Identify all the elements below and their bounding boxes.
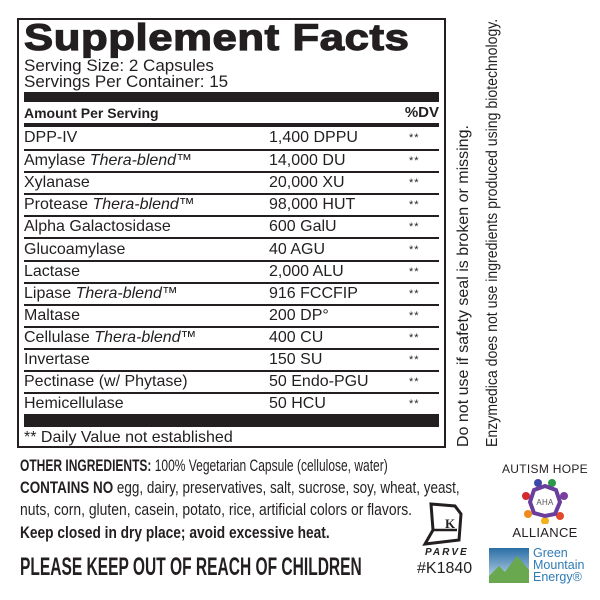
ingredient-dv: ** bbox=[409, 353, 420, 366]
ingredient-dv: ** bbox=[409, 243, 420, 256]
ingredient-amount: 50 Endo-PGU bbox=[269, 373, 369, 391]
ingredient-name: Lipase Thera-blend™ bbox=[24, 284, 178, 302]
ingredient-name: Maltase bbox=[24, 306, 81, 324]
ingredient-name: Protease Thera-blend™ bbox=[24, 196, 195, 214]
dv-header: %DV bbox=[404, 104, 439, 121]
ingredient-dv: ** bbox=[409, 376, 420, 389]
ingredient-name: Xylanase bbox=[24, 174, 90, 192]
ingredient-amount: 2,000 ALU bbox=[269, 262, 344, 280]
supplement-facts-panel: Supplement Facts Serving Size: 2 Capsule… bbox=[17, 18, 446, 448]
ingredient-dv: ** bbox=[409, 177, 420, 190]
footnote: ** Daily Value not established bbox=[24, 429, 233, 447]
servings-per-container: Servings Per Container: 15 bbox=[24, 72, 229, 91]
table-row: Amylase Thera-blend™ 14,000 DU ** bbox=[24, 149, 439, 171]
contains-no-label: CONTAINS NO bbox=[20, 478, 114, 497]
ingredient-table: DPP-IV 1,400 DPPU ** Amylase Thera-blend™ 14… bbox=[24, 127, 439, 414]
aha-people-icon: AHA bbox=[522, 479, 568, 524]
ingredient-name: Pectinase (w/ Phytase) bbox=[24, 373, 188, 391]
child-warning: PLEASE KEEP OUT OF REACH OF CHILDREN bbox=[20, 553, 362, 581]
seal-warning: Do not use if safety seal is broken or m… bbox=[455, 125, 472, 447]
kosher-number: #K1840 bbox=[417, 560, 473, 577]
ingredient-dv: ** bbox=[409, 132, 420, 145]
ingredient-amount: 20,000 XU bbox=[269, 174, 345, 192]
bottom-divider bbox=[24, 414, 439, 428]
ingredient-dv: ** bbox=[409, 221, 420, 234]
aha-bottom-text: ALLIANCE bbox=[512, 525, 578, 540]
other-ingredients: OTHER INGREDIENTS: 100% Vegetarian Capsu… bbox=[20, 456, 388, 476]
ingredient-amount: 1,400 DPPU bbox=[269, 129, 358, 147]
ingredient-dv: ** bbox=[409, 265, 420, 278]
gme-line3: Energy® bbox=[533, 570, 582, 584]
ingredient-name: DPP-IV bbox=[24, 129, 78, 147]
ingredient-dv: ** bbox=[409, 309, 420, 322]
ingredient-amount: 400 CU bbox=[269, 328, 324, 346]
kosher-letter: K bbox=[445, 516, 456, 531]
biotech-statement: Enzymedica does not use ingredients prod… bbox=[484, 18, 501, 448]
green-mountain-logo-text: Green Mountain Energy® bbox=[533, 546, 585, 584]
ingredient-amount: 916 FCCFIP bbox=[269, 284, 358, 302]
table-header: Amount Per Serving %DV bbox=[24, 102, 439, 123]
ingredient-dv: ** bbox=[409, 155, 420, 168]
ingredient-name: Amylase Thera-blend™ bbox=[24, 152, 193, 170]
table-row: Maltase 200 DP° ** bbox=[24, 303, 439, 326]
gme-line1: Green bbox=[533, 546, 568, 560]
table-row: DPP-IV 1,400 DPPU ** bbox=[24, 127, 439, 149]
serving-size: Serving Size: 2 Capsules bbox=[24, 56, 214, 75]
ingredient-dv: ** bbox=[409, 331, 420, 344]
contains-no: CONTAINS NO egg, dairy, preservatives, s… bbox=[20, 478, 460, 498]
ingredient-amount: 600 GalU bbox=[269, 218, 337, 236]
amount-header: Amount Per Serving bbox=[24, 105, 159, 121]
header-divider bbox=[24, 123, 439, 127]
ingredient-name: Glucoamylase bbox=[24, 240, 126, 258]
table-row: Cellulase Thera-blend™ 400 CU ** bbox=[24, 325, 439, 348]
table-row: Xylanase 20,000 XU ** bbox=[24, 171, 439, 193]
ingredient-amount: 50 HCU bbox=[269, 395, 326, 413]
storage-note: Keep closed in dry place; avoid excessiv… bbox=[20, 523, 330, 542]
other-ingredients-text: 100% Vegetarian Capsule (cellulose, wate… bbox=[151, 456, 388, 475]
panel-title: Supplement Facts bbox=[23, 17, 410, 58]
table-row: Invertase 150 SU ** bbox=[24, 347, 439, 370]
contains-no-cont: nuts, corn, gluten, casein, potato, rice… bbox=[20, 500, 413, 519]
aha-center-text: AHA bbox=[536, 498, 554, 507]
ingredient-name: Lactase bbox=[24, 262, 81, 280]
table-row: Protease Thera-blend™ 98,000 HUT ** bbox=[24, 193, 439, 215]
ingredient-amount: 40 AGU bbox=[269, 240, 326, 258]
ingredient-dv: ** bbox=[409, 199, 420, 212]
ingredient-name: Hemicellulase bbox=[24, 395, 124, 413]
ingredient-dv: ** bbox=[409, 287, 420, 300]
ingredient-amount: 200 DP° bbox=[269, 306, 329, 324]
contains-no-text: egg, dairy, preservatives, salt, sucrose… bbox=[113, 478, 460, 497]
table-row: Lactase 2,000 ALU ** bbox=[24, 259, 439, 282]
kosher-parve: PARVE bbox=[425, 547, 469, 558]
serving-info: Serving Size: 2 Capsules Servings Per Co… bbox=[24, 56, 439, 91]
other-ingredients-label: OTHER INGREDIENTS: bbox=[20, 456, 152, 475]
table-row: Hemicellulase 50 HCU ** bbox=[24, 392, 439, 414]
table-row: Alpha Galactosidase 600 GalU ** bbox=[24, 215, 439, 237]
ingredient-name: Invertase bbox=[24, 350, 90, 368]
gme-line2: Mountain bbox=[533, 558, 585, 572]
thick-divider bbox=[24, 92, 439, 102]
ingredient-name: Cellulase Thera-blend™ bbox=[24, 328, 197, 346]
kosher-icon: K bbox=[422, 502, 463, 546]
ingredient-amount: 150 SU bbox=[269, 350, 323, 368]
table-row: Lipase Thera-blend™ 916 FCCFIP ** bbox=[24, 281, 439, 304]
aha-top-text: AUTISM HOPE bbox=[502, 462, 588, 476]
ingredient-name: Alpha Galactosidase bbox=[24, 218, 171, 236]
green-mountain-logo-icon bbox=[489, 548, 529, 583]
table-row: Glucoamylase 40 AGU ** bbox=[24, 237, 439, 259]
ingredient-amount: 98,000 HUT bbox=[269, 196, 356, 214]
aha-logo: AUTISM HOPE AHA ALLIANCE bbox=[489, 462, 600, 540]
ingredient-amount: 14,000 DU bbox=[269, 152, 346, 170]
table-row: Pectinase (w/ Phytase) 50 Endo-PGU ** bbox=[24, 370, 439, 392]
ingredient-dv: ** bbox=[409, 398, 420, 411]
